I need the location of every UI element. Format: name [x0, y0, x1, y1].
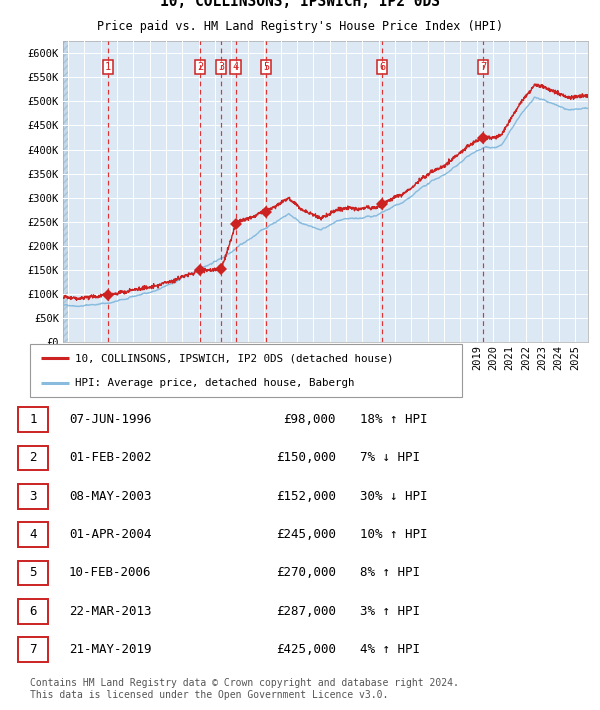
Text: 4: 4: [29, 528, 37, 541]
Text: £245,000: £245,000: [276, 528, 336, 541]
Text: HPI: Average price, detached house, Babergh: HPI: Average price, detached house, Babe…: [76, 378, 355, 388]
FancyBboxPatch shape: [19, 408, 48, 432]
Text: £425,000: £425,000: [276, 643, 336, 656]
Text: 18% ↑ HPI: 18% ↑ HPI: [360, 413, 427, 426]
FancyBboxPatch shape: [19, 484, 48, 508]
Text: £150,000: £150,000: [276, 452, 336, 464]
Text: 8% ↑ HPI: 8% ↑ HPI: [360, 567, 420, 579]
Text: 1: 1: [29, 413, 37, 426]
Text: 07-JUN-1996: 07-JUN-1996: [69, 413, 151, 426]
Text: 01-APR-2004: 01-APR-2004: [69, 528, 151, 541]
Text: £270,000: £270,000: [276, 567, 336, 579]
FancyBboxPatch shape: [19, 599, 48, 623]
Text: 21-MAY-2019: 21-MAY-2019: [69, 643, 151, 656]
FancyBboxPatch shape: [19, 561, 48, 585]
Text: 7: 7: [29, 643, 37, 656]
Text: 3: 3: [218, 62, 224, 72]
Text: 01-FEB-2002: 01-FEB-2002: [69, 452, 151, 464]
FancyBboxPatch shape: [19, 523, 48, 547]
Text: 7% ↓ HPI: 7% ↓ HPI: [360, 452, 420, 464]
Text: 3% ↑ HPI: 3% ↑ HPI: [360, 605, 420, 618]
Bar: [63, 41, 68, 342]
Text: 10-FEB-2006: 10-FEB-2006: [69, 567, 151, 579]
Text: £98,000: £98,000: [284, 413, 336, 426]
FancyBboxPatch shape: [30, 344, 462, 397]
Text: Price paid vs. HM Land Registry's House Price Index (HPI): Price paid vs. HM Land Registry's House …: [97, 20, 503, 33]
Text: 6: 6: [379, 62, 385, 72]
FancyBboxPatch shape: [19, 446, 48, 470]
Text: 10% ↑ HPI: 10% ↑ HPI: [360, 528, 427, 541]
Text: 10, COLLINSONS, IPSWICH, IP2 0DS: 10, COLLINSONS, IPSWICH, IP2 0DS: [160, 0, 440, 9]
Text: 1: 1: [104, 62, 111, 72]
Text: 4% ↑ HPI: 4% ↑ HPI: [360, 643, 420, 656]
Text: 08-MAY-2003: 08-MAY-2003: [69, 490, 151, 503]
Text: 5: 5: [29, 567, 37, 579]
Text: 22-MAR-2013: 22-MAR-2013: [69, 605, 151, 618]
FancyBboxPatch shape: [19, 638, 48, 662]
Text: 2: 2: [197, 62, 203, 72]
Text: 4: 4: [232, 62, 239, 72]
Text: 3: 3: [29, 490, 37, 503]
Text: £152,000: £152,000: [276, 490, 336, 503]
Text: 7: 7: [480, 62, 486, 72]
Text: £287,000: £287,000: [276, 605, 336, 618]
Text: 10, COLLINSONS, IPSWICH, IP2 0DS (detached house): 10, COLLINSONS, IPSWICH, IP2 0DS (detach…: [76, 353, 394, 363]
Text: 6: 6: [29, 605, 37, 618]
Text: 5: 5: [263, 62, 269, 72]
Text: Contains HM Land Registry data © Crown copyright and database right 2024.
This d: Contains HM Land Registry data © Crown c…: [30, 678, 459, 699]
Text: 30% ↓ HPI: 30% ↓ HPI: [360, 490, 427, 503]
Text: 2: 2: [29, 452, 37, 464]
